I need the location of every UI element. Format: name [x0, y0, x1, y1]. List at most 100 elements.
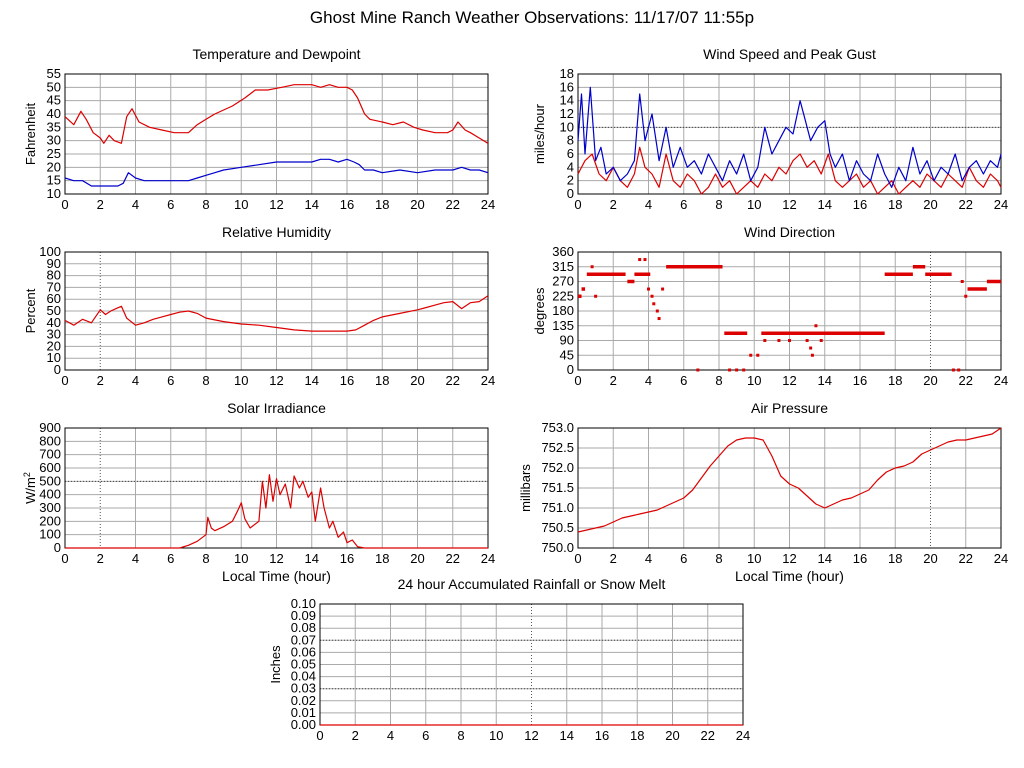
x-tick-label: 24	[481, 551, 495, 566]
page-title: Ghost Mine Ranch Weather Observations: 1…	[309, 8, 755, 27]
y-tick-label: 225	[552, 288, 574, 303]
x-tick-label: 18	[888, 551, 902, 566]
y-axis-label: W/m2	[22, 472, 38, 504]
x-tick-label: 8	[202, 373, 209, 388]
y-tick-label: 200	[39, 513, 61, 528]
x-tick-label: 10	[489, 728, 503, 743]
y-tick-label: 10	[47, 350, 61, 365]
y-axis-label: Fahrenheit	[23, 103, 38, 166]
x-tick-label: 24	[481, 373, 495, 388]
y-tick-label: 400	[39, 487, 61, 502]
x-tick-label: 18	[888, 373, 902, 388]
chart-solar: 0 2 4 6 8 10 12 14 16 18 20 22 240100200300400500600…	[22, 400, 495, 584]
direction-point	[590, 265, 594, 269]
y-tick-label: 0	[54, 362, 61, 377]
y-tick-label: 100	[39, 244, 61, 259]
x-tick-label: 14	[818, 551, 832, 566]
plot-frame	[64, 73, 489, 195]
x-tick-label: 24	[481, 197, 495, 212]
x-tick-label: 2	[610, 551, 617, 566]
x-tick-label: 4	[132, 197, 139, 212]
y-tick-label: 25	[47, 146, 61, 161]
y-tick-label: 0.00	[291, 717, 316, 732]
direction-point	[728, 368, 732, 372]
x-tick-label: 10	[747, 373, 761, 388]
direction-point	[788, 339, 791, 342]
x-tick-label: 2	[352, 728, 359, 743]
chart-rain: 0 2 4 6 8 10 12 14 16 18 20 22 240.000.010.020.030.0…	[268, 576, 750, 743]
direction-point	[777, 339, 781, 342]
x-tick-label: 24	[994, 551, 1008, 566]
x-tick-label: 6	[167, 373, 174, 388]
y-tick-label: 800	[39, 433, 61, 448]
y-tick-label: 0.06	[291, 644, 316, 659]
y-tick-label: 0.07	[291, 632, 316, 647]
y-tick-label: 10	[47, 186, 61, 201]
y-tick-label: 0	[567, 362, 574, 377]
x-tick-label: 14	[818, 197, 832, 212]
x-tick-label: 12	[782, 551, 796, 566]
x-tick-label: 4	[132, 551, 139, 566]
y-tick-label: 40	[47, 106, 61, 121]
x-tick-label: 10	[234, 373, 248, 388]
x-tick-label: 12	[269, 551, 283, 566]
x-tick-label: 14	[305, 373, 319, 388]
y-tick-label: 360	[552, 244, 574, 259]
x-tick-label: 6	[680, 373, 687, 388]
x-tick-label: 4	[645, 373, 652, 388]
y-tick-label: 315	[552, 259, 574, 274]
y-tick-label: 0	[54, 540, 61, 555]
direction-point	[749, 353, 753, 357]
direction-point	[763, 339, 767, 342]
x-tick-label: 16	[340, 197, 354, 212]
series-line-solar	[65, 474, 488, 549]
direction-point	[735, 368, 739, 372]
y-tick-label: 0.08	[291, 620, 316, 635]
x-tick-label: 18	[888, 197, 902, 212]
series-line-dewpoint	[64, 158, 489, 187]
chart-pressure: 0 2 4 6 8 10 12 14 16 18 20 22 24750.0750.5751.0751.…	[518, 400, 1008, 584]
x-tick-label: 18	[375, 373, 389, 388]
direction-point	[652, 302, 656, 306]
y-tick-label: 751.0	[541, 500, 574, 515]
y-axis-label: millibars	[518, 464, 533, 512]
y-tick-label: 900	[39, 420, 61, 435]
chart-title: Wind Direction	[744, 224, 835, 240]
y-tick-label: 90	[560, 333, 574, 348]
y-tick-label: 752.5	[541, 440, 574, 455]
x-tick-label: 22	[959, 551, 973, 566]
y-tick-label: 80	[47, 268, 61, 283]
x-tick-label: 18	[375, 197, 389, 212]
x-tick-label: 20	[665, 728, 679, 743]
x-tick-label: 20	[923, 197, 937, 212]
x-axis-label: Local Time (hour)	[735, 568, 844, 584]
chart-wind: 0 2 4 6 8 10 12 14 16 18 20 22 24024681012141618Wind…	[532, 46, 1008, 212]
direction-point	[756, 353, 760, 357]
y-tick-label: 0.09	[291, 608, 316, 623]
x-tick-label: 6	[680, 197, 687, 212]
x-tick-label: 6	[680, 551, 687, 566]
y-axis-label: Percent	[23, 288, 38, 333]
y-tick-label: 750.0	[541, 540, 574, 555]
x-tick-label: 10	[747, 197, 761, 212]
x-tick-label: 20	[923, 373, 937, 388]
y-tick-label: 135	[552, 318, 574, 333]
y-axis-label-superscript: 2	[22, 472, 32, 477]
x-tick-label: 16	[853, 197, 867, 212]
y-tick-label: 700	[39, 447, 61, 462]
x-tick-label: 8	[457, 728, 464, 743]
x-tick-label: 4	[132, 373, 139, 388]
x-tick-label: 0	[61, 551, 68, 566]
direction-point	[594, 294, 598, 298]
direction-point	[810, 353, 814, 357]
y-tick-label: 500	[39, 473, 61, 488]
x-tick-label: 4	[645, 197, 652, 212]
x-tick-label: 2	[610, 197, 617, 212]
y-tick-label: 0.01	[291, 705, 316, 720]
y-tick-label: 751.5	[541, 480, 574, 495]
x-axis-label: Local Time (hour)	[222, 568, 331, 584]
x-tick-label: 0	[61, 373, 68, 388]
x-tick-label: 10	[234, 197, 248, 212]
y-tick-label: 753.0	[541, 420, 574, 435]
direction-point	[655, 309, 659, 313]
